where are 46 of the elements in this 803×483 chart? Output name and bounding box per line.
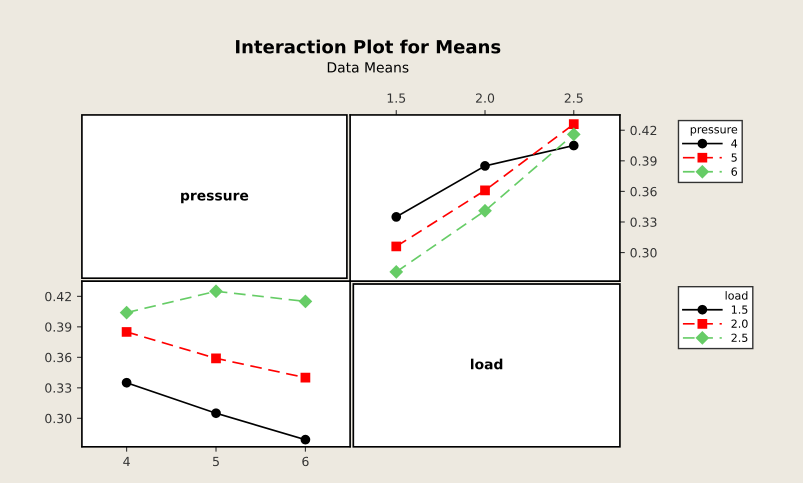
point: [478, 204, 492, 218]
x-tick-label: 1.5: [388, 94, 406, 103]
legend-label: 4: [731, 139, 738, 148]
legend-label: 2.0: [732, 319, 748, 328]
legend-label: 2.5: [732, 334, 748, 342]
y-tick-label: 0.36: [630, 186, 657, 196]
y-tick-label: 0.42: [45, 292, 71, 302]
point: [298, 294, 312, 308]
legend-label: 5: [732, 153, 737, 162]
text: pressure: [181, 192, 248, 204]
point: [391, 242, 402, 252]
text: Interaction Plot for Means: [236, 40, 500, 54]
text: load: [470, 358, 502, 370]
point: [568, 140, 579, 150]
y-tick-label: 0.42: [630, 126, 656, 136]
point: [122, 378, 132, 388]
legend-label: 1.5: [732, 306, 748, 314]
point: [567, 128, 580, 141]
point: [300, 434, 310, 445]
legend-title: load: [726, 291, 748, 300]
y-tick-label: 0.30: [45, 414, 72, 424]
x-tick-label: 6: [302, 456, 309, 466]
point: [209, 284, 223, 298]
point: [211, 353, 221, 364]
y-tick-label: 0.30: [630, 248, 657, 258]
x-tick-label: 4: [123, 456, 130, 466]
x-tick-label: 2.5: [564, 93, 583, 103]
point: [391, 212, 402, 222]
legend-title: pressure: [690, 127, 738, 136]
point: [568, 119, 579, 129]
y-tick-label: 0.39: [630, 156, 657, 166]
legend-label: 6: [731, 167, 738, 176]
x-tick-label: 5: [212, 456, 219, 466]
y-tick-label: 0.33: [45, 383, 72, 393]
y-tick-label: 0.33: [630, 217, 656, 227]
point: [480, 161, 490, 171]
y-tick-label: 0.39: [45, 322, 72, 332]
point: [480, 186, 490, 196]
point: [122, 327, 132, 337]
x-tick-label: 2.0: [476, 93, 494, 103]
point: [390, 265, 403, 279]
y-tick-label: 0.36: [45, 352, 72, 362]
text: Data Means: [328, 62, 408, 73]
point: [300, 372, 310, 383]
point: [120, 306, 134, 320]
point: [211, 408, 221, 418]
